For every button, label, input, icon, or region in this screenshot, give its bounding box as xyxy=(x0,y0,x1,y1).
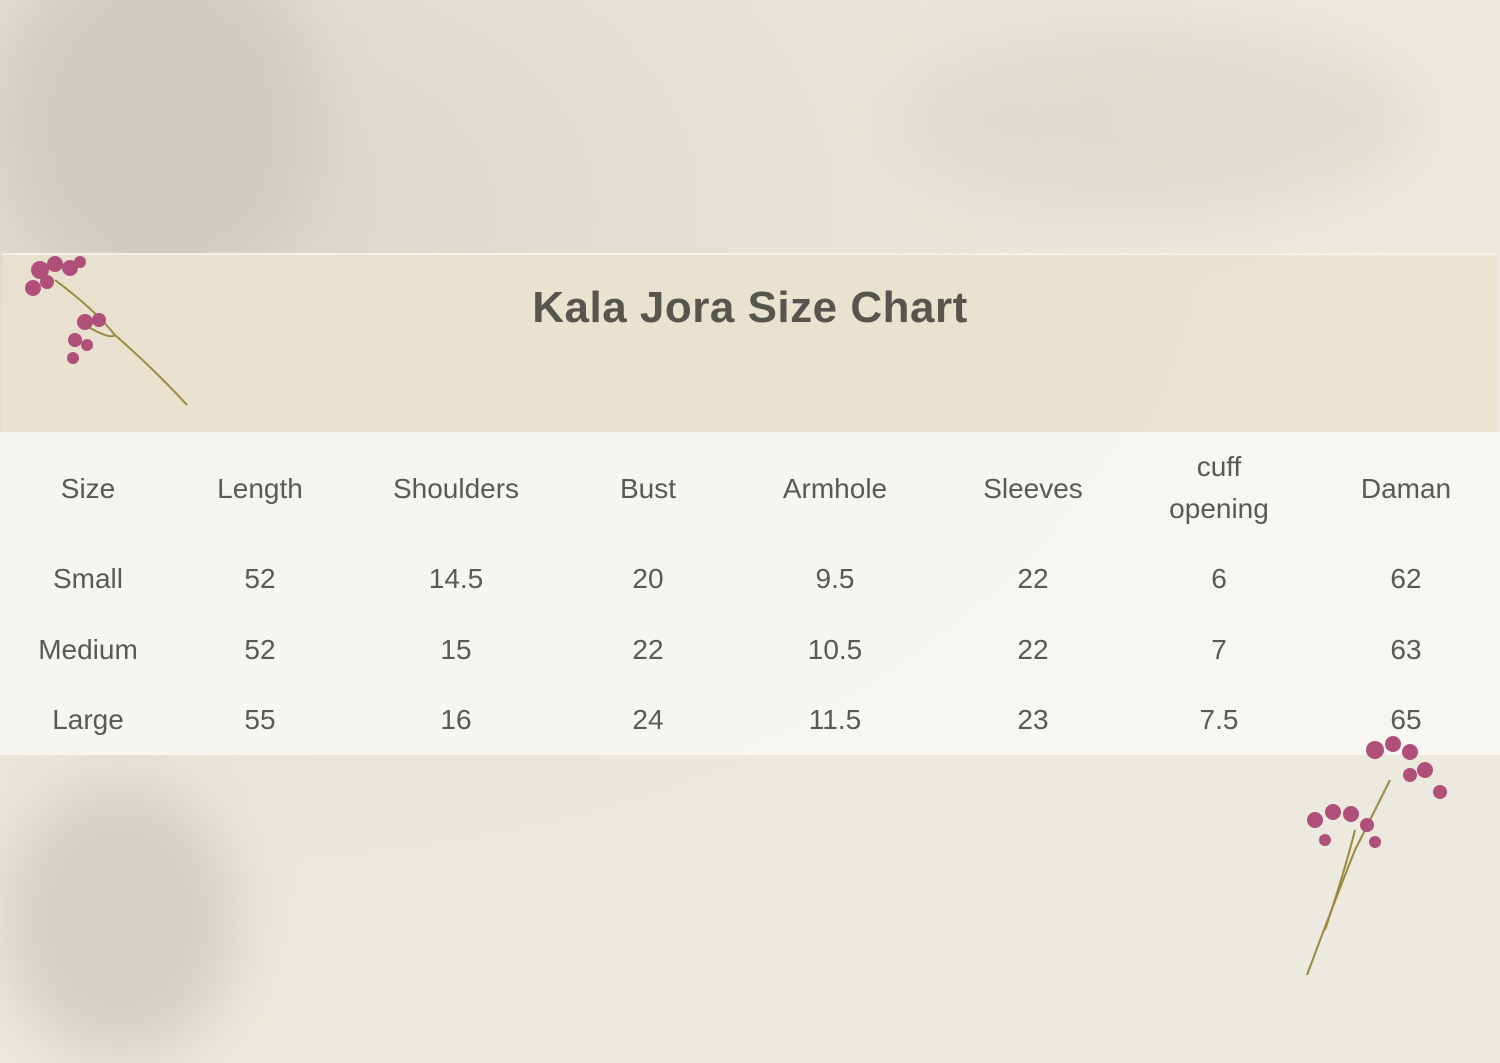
table-cell: 10.5 xyxy=(807,634,863,665)
table-cell: 6 xyxy=(1211,563,1227,594)
column-header: Bust xyxy=(619,473,677,504)
table-cell: 22 xyxy=(632,634,664,665)
table-cell: 22 xyxy=(1017,563,1049,594)
table-cell: 63 xyxy=(1390,634,1422,665)
page-title: Kala Jora Size Chart xyxy=(532,283,968,332)
column-header: Daman xyxy=(1360,473,1452,504)
title-band xyxy=(2,253,1498,432)
row-label: Small xyxy=(52,563,123,594)
background-fold xyxy=(0,780,240,1060)
column-header: Size xyxy=(60,473,116,504)
table-cell: 23 xyxy=(1017,704,1049,735)
size-table xyxy=(0,432,1500,755)
table-cell: 14.5 xyxy=(428,563,484,594)
background-fold xyxy=(0,0,320,300)
table-cell: 62 xyxy=(1390,563,1422,594)
table-cell: 65 xyxy=(1390,704,1422,735)
table-cell: 52 xyxy=(244,634,276,665)
flower-top-left-icon xyxy=(25,256,188,406)
column-header: Sleeves xyxy=(983,473,1083,504)
table-cell: 11.5 xyxy=(808,704,862,735)
row-label: Large xyxy=(52,704,124,735)
column-header: Shoulders xyxy=(392,473,520,504)
column-header: Length xyxy=(217,473,303,504)
row-label: Medium xyxy=(38,634,138,665)
table-cell: 7.5 xyxy=(1199,704,1239,735)
flower-bottom-right-icon xyxy=(1306,736,1447,976)
table-cell: 15 xyxy=(440,634,472,665)
table-cell: 55 xyxy=(244,704,276,735)
table-cell: 7 xyxy=(1211,634,1227,665)
column-header: cuff opening xyxy=(1169,451,1269,524)
table-cell: 16 xyxy=(440,704,472,735)
table-cell: 24 xyxy=(632,704,664,735)
table-cell: 9.5 xyxy=(815,563,855,594)
leaf-shadow xyxy=(900,20,1420,220)
table-cell: 52 xyxy=(244,563,276,594)
table-cell: 20 xyxy=(632,563,664,594)
column-header: Armhole xyxy=(782,473,888,504)
table-cell: 22 xyxy=(1017,634,1049,665)
